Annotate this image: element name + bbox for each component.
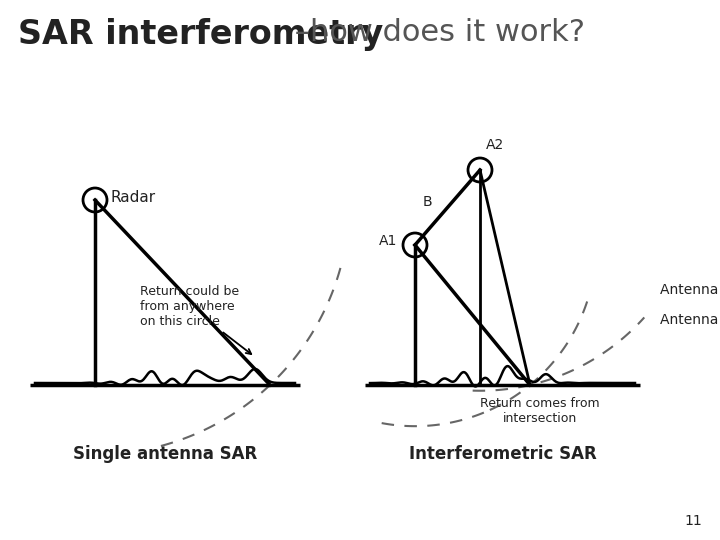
Text: B: B xyxy=(423,195,433,210)
Text: how does it work?: how does it work? xyxy=(310,18,585,47)
Text: A2: A2 xyxy=(486,138,504,152)
Text: 11: 11 xyxy=(684,514,702,528)
Text: Return could be
from anywhere
on this circle: Return could be from anywhere on this ci… xyxy=(140,285,251,354)
Text: Single antenna SAR: Single antenna SAR xyxy=(73,445,257,463)
Text: Interferometric SAR: Interferometric SAR xyxy=(409,445,596,463)
Text: SAR interferometry: SAR interferometry xyxy=(18,18,383,51)
Text: A1: A1 xyxy=(379,234,397,248)
Text: –: – xyxy=(285,18,320,47)
Text: Antenna 1: Antenna 1 xyxy=(660,283,720,297)
Text: Radar: Radar xyxy=(111,191,156,206)
Text: Antenna 2: Antenna 2 xyxy=(660,313,720,327)
Text: Return comes from
intersection: Return comes from intersection xyxy=(480,397,600,425)
